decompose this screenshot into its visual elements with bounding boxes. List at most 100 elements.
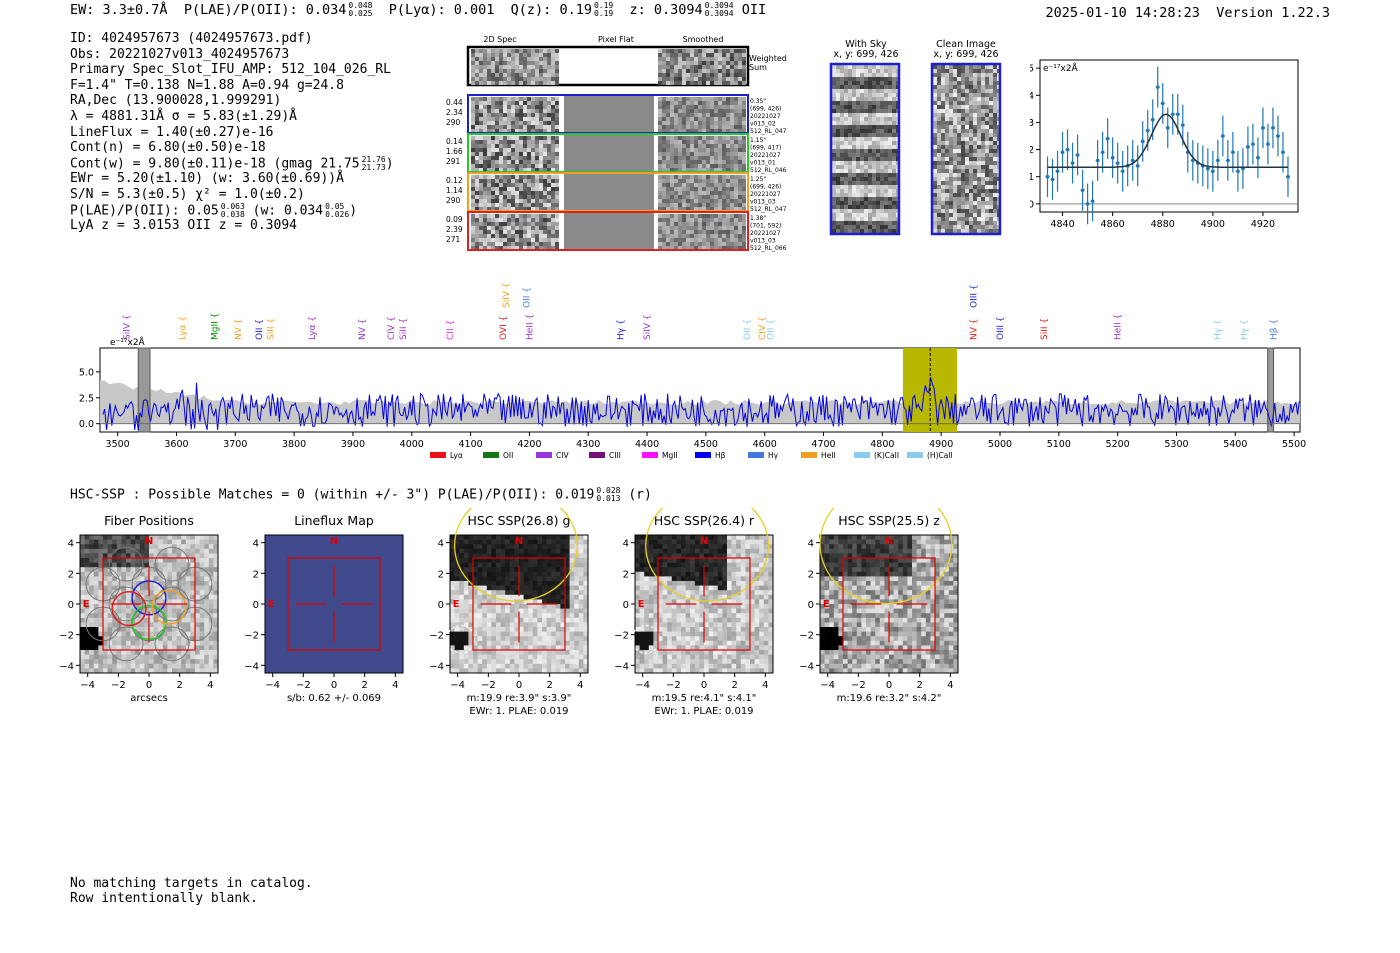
noise-cell [678, 238, 682, 242]
noise-cell [491, 230, 495, 234]
clean-cell [957, 65, 961, 69]
hsc-pixel [208, 553, 214, 559]
noise-cell [702, 214, 706, 218]
clean-cell [941, 105, 945, 109]
hsc-pixel [103, 539, 108, 545]
noise-cell [547, 183, 551, 187]
noise-cell [730, 207, 734, 211]
noise-cell [479, 214, 483, 218]
noise-cell [666, 207, 670, 211]
clean-cell [945, 209, 949, 213]
hsc-pixel [158, 613, 164, 619]
noise-cell [471, 113, 475, 117]
noise-cell [666, 57, 670, 61]
noise-cell [734, 246, 738, 250]
noise-cell [702, 136, 706, 140]
hsc-pixel [463, 668, 469, 674]
clean-cell [961, 137, 965, 141]
noise-cell [511, 195, 515, 199]
clean-cell [965, 133, 969, 137]
noise-cell [722, 234, 726, 238]
hsc-pixel [468, 535, 474, 540]
noise-cell [678, 214, 682, 218]
hsc-pixel [204, 581, 210, 586]
clean-cell [985, 141, 989, 145]
noise-cell [730, 65, 734, 69]
sky-cell [872, 225, 876, 229]
noise-cell [515, 218, 519, 222]
hsc-pixel [468, 585, 474, 591]
noise-cell [483, 199, 487, 203]
clean-cell [993, 201, 997, 205]
noise-cell [531, 152, 535, 156]
timestamp-version: 2025-01-10 14:28:23 Version 1.22.3 [1046, 5, 1331, 21]
sky-cell [844, 133, 848, 137]
sky-cell [876, 193, 880, 197]
hsc-pixel [149, 608, 154, 614]
noise-cell [662, 61, 666, 65]
cutout-gap [654, 96, 658, 132]
clean-cell [945, 85, 949, 89]
hsc-pixel [144, 581, 150, 586]
hsc-pixel [98, 576, 104, 582]
hsc-pixel [204, 663, 210, 669]
spectrum-xtick-label: 5500 [1282, 439, 1306, 450]
noise-cell [690, 207, 694, 211]
noise-cell [734, 214, 738, 218]
hsc-pixel [199, 631, 205, 637]
clean-cell [933, 133, 937, 137]
sky-cell [860, 73, 864, 77]
hsc-pixel [181, 599, 187, 605]
sky-cell [872, 213, 876, 217]
noise-cell [698, 53, 702, 57]
noise-cell [503, 152, 507, 156]
noise-cell [670, 109, 674, 113]
hsc-pixel [144, 622, 150, 628]
noise-cell [658, 238, 662, 242]
hsc-pixel [103, 604, 108, 609]
hsc-pixel [130, 562, 136, 568]
hsc-pixel [454, 645, 460, 651]
noise-cell [714, 238, 718, 242]
hsc-pixel [204, 567, 210, 573]
noise-cell [503, 129, 507, 133]
clean-cell [989, 205, 993, 209]
noise-cell [507, 164, 511, 168]
clean-cell [933, 85, 937, 89]
clean-cell [937, 197, 941, 201]
hsc-pixel [213, 613, 219, 619]
clean-cell [961, 97, 965, 101]
hsc-pixel [107, 631, 113, 637]
sky-cell [884, 225, 888, 229]
hsc-pixel [98, 571, 104, 577]
hsc-pixel [468, 562, 474, 568]
noise-cell [678, 121, 682, 125]
noise-cell [730, 179, 734, 183]
hsc-pixel [463, 585, 469, 591]
clean-cell [941, 137, 945, 141]
hsc-pixel [454, 539, 460, 545]
noise-cell [495, 140, 499, 144]
noise-cell [539, 191, 543, 195]
hsc-pixel [477, 659, 483, 665]
noise-cell [702, 168, 706, 172]
noise-cell [738, 187, 742, 191]
noise-cell [686, 179, 690, 183]
hsc-pixel [80, 627, 85, 632]
noise-cell [495, 207, 499, 211]
noise-cell [523, 65, 527, 69]
noise-cell [495, 179, 499, 183]
fit-point [1155, 85, 1160, 89]
noise-cell [686, 125, 690, 129]
noise-cell [730, 222, 734, 226]
hsc-pixel [459, 654, 465, 660]
noise-cell [730, 140, 734, 144]
noise-cell [706, 195, 710, 199]
hsc-pixel [482, 558, 488, 563]
hsc-pixel [121, 585, 127, 591]
noise-cell [515, 53, 519, 57]
sky-cell [844, 157, 848, 161]
noise-cell [515, 57, 519, 61]
noise-cell [499, 148, 503, 152]
noise-cell [714, 97, 718, 101]
